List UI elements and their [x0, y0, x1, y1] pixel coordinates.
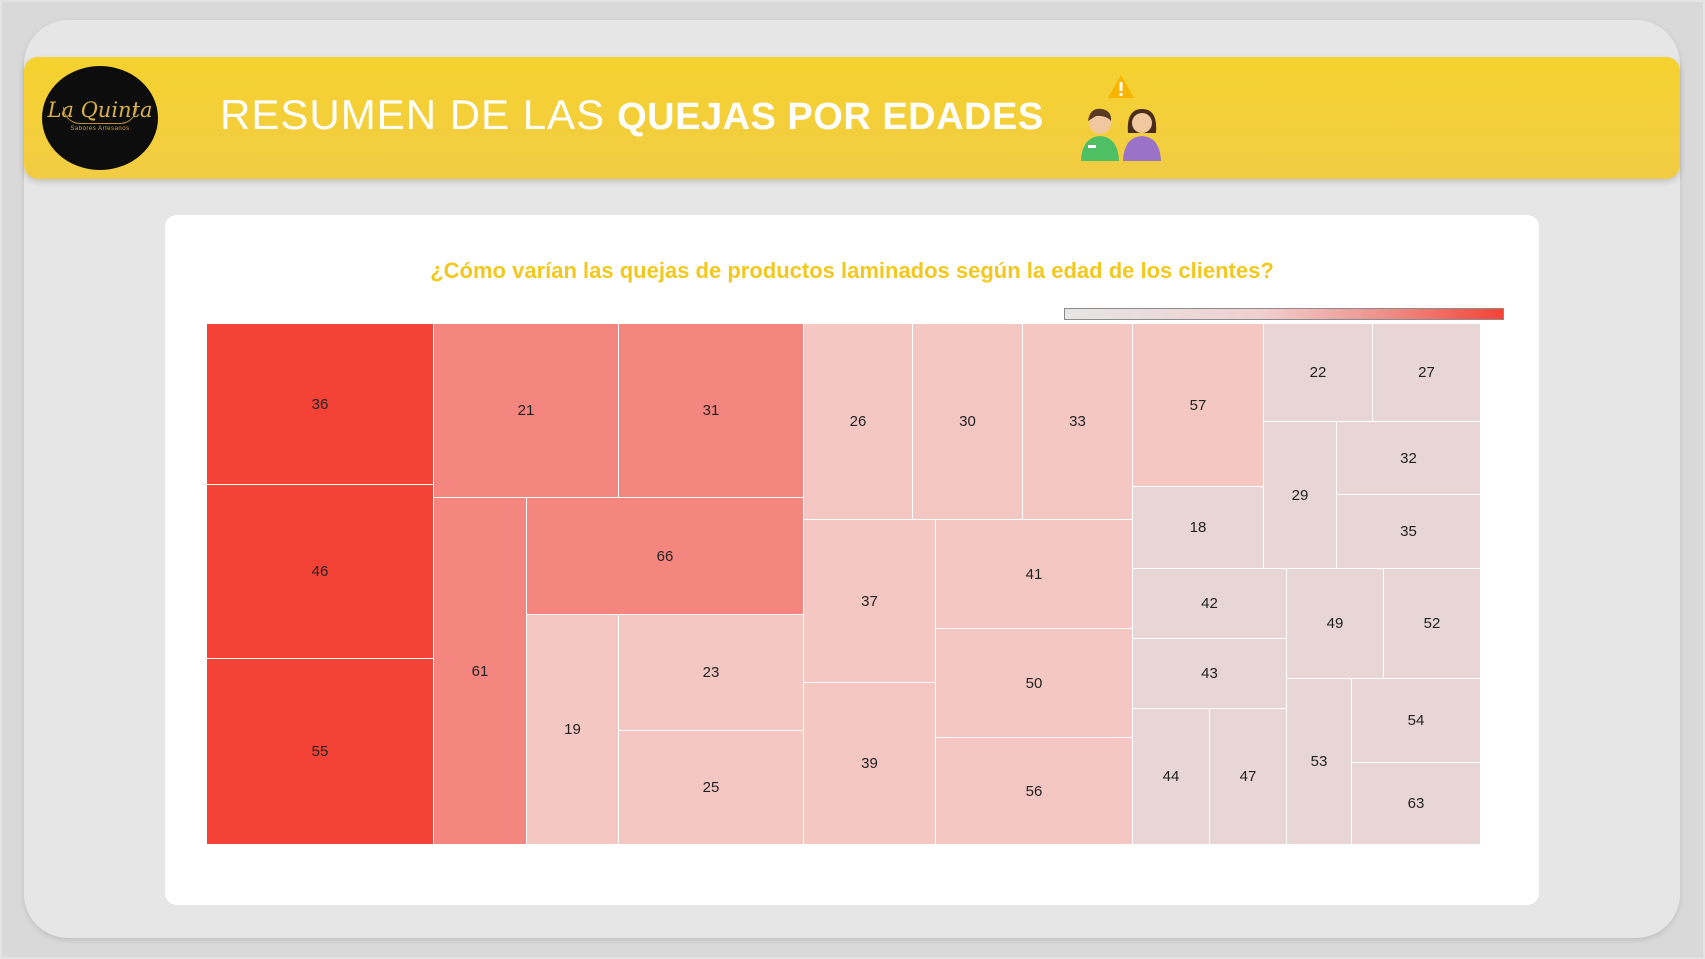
treemap-cell-age-18[interactable]: 18	[1133, 487, 1264, 569]
treemap-cell-age-22[interactable]: 22	[1264, 324, 1373, 422]
logo-tagline: Sabores Artesanos	[70, 125, 130, 132]
treemap-cell-age-27[interactable]: 27	[1373, 324, 1481, 422]
chart-card: ¿Cómo varían las quejas de productos lam…	[165, 215, 1539, 905]
treemap-cell-age-53[interactable]: 53	[1287, 679, 1352, 845]
treemap-cell-age-56[interactable]: 56	[936, 738, 1133, 845]
treemap-cell-age-66[interactable]: 66	[527, 498, 804, 615]
treemap-cell-age-37[interactable]: 37	[804, 520, 936, 683]
logo-cloud-shape	[63, 106, 137, 124]
treemap-cell-age-57[interactable]: 57	[1133, 324, 1264, 487]
treemap-cell-age-55[interactable]: 55	[207, 659, 434, 845]
treemap-cell-age-33[interactable]: 33	[1023, 324, 1133, 520]
treemap-cell-age-35[interactable]: 35	[1337, 495, 1481, 569]
chart-title: ¿Cómo varían las quejas de productos lam…	[430, 258, 1274, 283]
page-title-light: RESUMEN DE LAS	[220, 91, 606, 138]
treemap-cell-age-44[interactable]: 44	[1133, 709, 1210, 845]
page-title: RESUMEN DE LAS QUEJAS POR EDADES	[220, 91, 1044, 145]
page-title-bold: QUEJAS POR EDADES	[617, 96, 1044, 138]
brand-logo: La Quinta Sabores Artesanos	[42, 66, 158, 170]
treemap-cell-age-47[interactable]: 47	[1210, 709, 1287, 845]
treemap-cell-age-49[interactable]: 49	[1287, 569, 1384, 679]
color-scale-legend	[1064, 308, 1504, 320]
treemap-cell-age-26[interactable]: 26	[804, 324, 913, 520]
treemap-cell-age-42[interactable]: 42	[1133, 569, 1287, 639]
treemap-cell-age-41[interactable]: 41	[936, 520, 1133, 629]
treemap-cell-age-19[interactable]: 19	[527, 615, 619, 845]
treemap-cell-age-54[interactable]: 54	[1352, 679, 1481, 763]
header-banner: La Quinta Sabores Artesanos RESUMEN DE L…	[24, 57, 1680, 179]
treemap-cell-age-29[interactable]: 29	[1264, 422, 1337, 569]
treemap-cell-age-21[interactable]: 21	[434, 324, 619, 498]
treemap-cell-age-32[interactable]: 32	[1337, 422, 1481, 495]
treemap-cell-age-61[interactable]: 61	[434, 498, 527, 845]
treemap-cell-age-30[interactable]: 30	[913, 324, 1023, 520]
treemap-cell-age-31[interactable]: 31	[619, 324, 804, 498]
treemap-cell-age-25[interactable]: 25	[619, 731, 804, 845]
man-face-icon	[1089, 112, 1111, 134]
treemap-chart: 36 46 55 21 31 61 66 19 23 25 26 30 33 37 41 39 50 56 57 18…	[207, 324, 1498, 845]
treemap-cell-age-46[interactable]: 46	[207, 485, 434, 659]
customer-complaint-icon	[1081, 75, 1161, 161]
treemap-cell-age-63[interactable]: 63	[1352, 763, 1481, 845]
treemap-cell-age-43[interactable]: 43	[1133, 639, 1287, 709]
treemap-cell-age-50[interactable]: 50	[936, 629, 1133, 738]
woman-face-icon	[1132, 113, 1152, 133]
treemap-cell-age-52[interactable]: 52	[1384, 569, 1481, 679]
treemap-cell-age-39[interactable]: 39	[804, 683, 936, 845]
treemap-cell-age-23[interactable]: 23	[619, 615, 804, 731]
treemap-cell-age-36[interactable]: 36	[207, 324, 434, 485]
